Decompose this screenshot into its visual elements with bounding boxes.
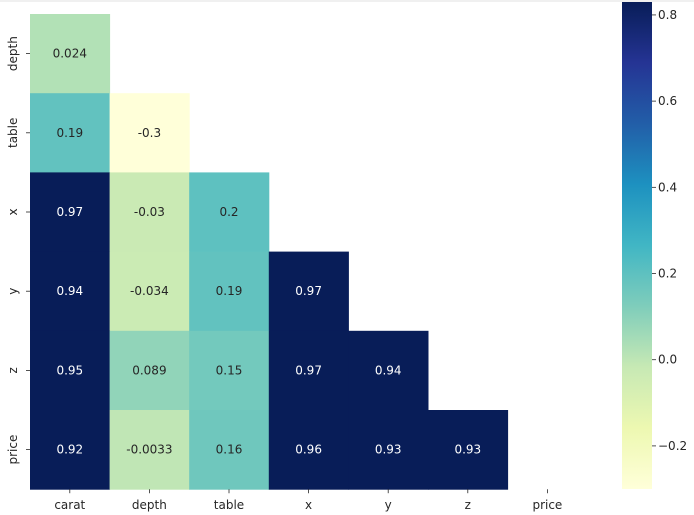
y-tick-label: y [6,288,20,295]
heatmap-cell [428,410,509,490]
heatmap-cells [30,14,509,490]
cell-annotation: 0.19 [216,284,243,298]
colorbar [622,2,652,489]
heatmap-cell [30,251,111,332]
heatmap-cell [30,172,111,253]
cell-annotation: -0.034 [130,284,169,298]
cell-annotation: 0.96 [295,443,322,457]
cell-annotation: 0.97 [295,284,322,298]
heatmap-cell [109,172,190,253]
colorbar-tick-label: 0.8 [658,8,677,22]
y-tick-label: x [6,208,20,215]
colorbar-tick-label: 0.0 [658,353,677,367]
x-tick-label: x [305,498,312,512]
cell-annotation: -0.0033 [126,443,172,457]
heatmap-cell [268,410,349,490]
cell-annotation: 0.93 [375,443,402,457]
heatmap-cell [30,93,111,173]
cell-annotation: 0.97 [56,205,83,219]
heatmap-cell [30,14,111,94]
cell-annotation: 0.2 [219,205,238,219]
cell-annotation: 0.95 [56,363,83,377]
heatmap-cell [189,251,270,332]
colorbar-tick-label: −0.2 [658,439,687,453]
colorbar-ticks: 0.8 0.6 0.4 0.2 0.0 −0.2 [652,8,687,453]
heatmap-cell [268,330,349,411]
x-tick-labels: carat depth table x y z price [54,489,562,512]
x-tick-label: depth [132,498,167,512]
heatmap-cell [30,330,111,411]
heatmap-cell [348,330,429,411]
y-tick-label: price [6,435,20,465]
heatmap-cell [189,410,270,490]
x-tick-label: carat [54,498,85,512]
y-tick-labels: depth table x y z price [6,36,30,465]
heatmap-cell [109,330,190,411]
heatmap-cell [109,251,190,332]
colorbar-gradient [622,2,652,489]
top-border [0,0,694,2]
y-tick-label: z [6,367,20,373]
heatmap-cell [30,410,111,490]
colorbar-tick-label: 0.6 [658,94,677,108]
heatmap-cell [348,410,429,490]
x-tick-label: table [214,498,244,512]
x-tick-label: price [532,498,562,512]
cell-annotation: 0.94 [56,284,83,298]
cell-annotation: 0.19 [56,126,83,140]
heatmap-cell [268,251,349,332]
cell-annotations: 0.024 0.19 -0.3 0.97 -0.03 0.2 0.94 -0.034 0.19 0… [53,47,482,457]
x-tick-label: y [385,498,392,512]
cell-annotation: 0.16 [216,443,243,457]
x-tick-label: z [465,498,471,512]
cell-annotation: 0.089 [132,363,166,377]
cell-annotation: 0.97 [295,363,322,377]
cell-annotation: 0.94 [375,363,402,377]
heatmap-cell [109,410,190,490]
cell-annotation: 0.15 [216,363,243,377]
heatmap-cell [109,93,190,173]
y-tick-label: depth [6,36,20,71]
colorbar-tick-label: 0.2 [658,267,677,281]
cell-annotation: 0.92 [56,443,83,457]
cell-annotation: -0.03 [134,205,165,219]
colorbar-tick-label: 0.4 [658,180,677,194]
heatmap-cell [189,172,270,253]
heatmap-cell [189,330,270,411]
cell-annotation: 0.93 [454,443,481,457]
cell-annotation: 0.024 [53,47,87,61]
y-tick-label: table [6,118,20,148]
cell-annotation: -0.3 [138,126,161,140]
